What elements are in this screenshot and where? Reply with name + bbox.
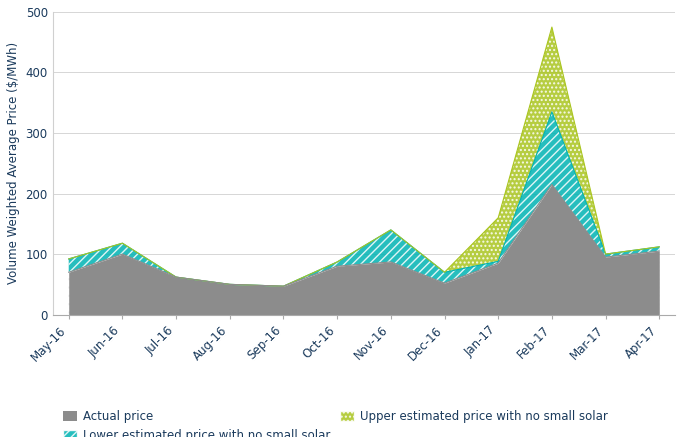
Y-axis label: Volume Weighted Average Price ($/MWh): Volume Weighted Average Price ($/MWh) — [7, 42, 20, 284]
Legend: Actual price, Lower estimated price with no small solar, Upper estimated price w: Actual price, Lower estimated price with… — [59, 405, 612, 437]
